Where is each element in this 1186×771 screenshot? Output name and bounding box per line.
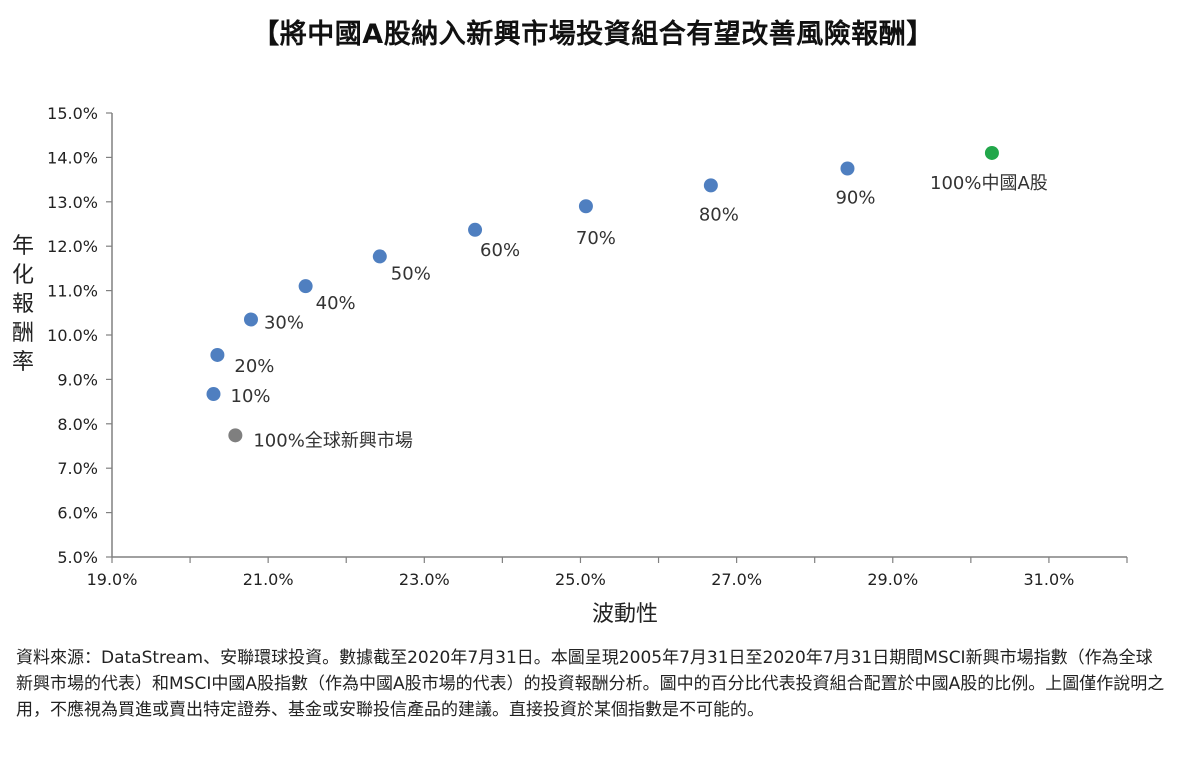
- tick-labels: 5.0% 6.0% 7.0% 8.0% 9.0% 10.0% 11.0% 12.0% 13.0%…: [47, 104, 1074, 589]
- chart-axes: [106, 112, 1128, 563]
- point-label: 100%中國A股: [930, 173, 1048, 194]
- x-tick-label: 29.0%: [867, 570, 918, 589]
- source-note: 資料來源：DataStream、安聯環球投資。數據截至2020年7月31日。本圖…: [16, 648, 1165, 720]
- point-label: 90%: [835, 188, 875, 209]
- y-tick-label: 12.0%: [47, 237, 98, 256]
- data-point: [298, 279, 313, 294]
- y-tick-label: 9.0%: [57, 370, 98, 389]
- data-point: [228, 428, 243, 443]
- scatter-chart: 5.0% 6.0% 7.0% 8.0% 9.0% 10.0% 11.0% 12.0% 13.0%…: [47, 104, 1128, 589]
- data-point: [243, 312, 258, 327]
- x-axis-label: 波動性: [591, 602, 658, 627]
- point-label: 30%: [264, 312, 304, 333]
- data-point: [840, 161, 855, 176]
- data-point: [372, 249, 387, 264]
- x-tick-label: 27.0%: [711, 570, 762, 589]
- y-tick-label: 10.0%: [47, 326, 98, 345]
- data-points: [206, 145, 999, 443]
- point-label: 100%全球新興市場: [253, 430, 412, 451]
- y-axis-label: 年化報酬率: [11, 234, 34, 375]
- y-tick-label: 5.0%: [57, 548, 98, 567]
- chart-title: 【將中國A股納入新興市場投資組合有望改善風險報酬】: [252, 19, 934, 50]
- data-point: [210, 347, 225, 362]
- point-label: 50%: [391, 263, 431, 284]
- point-label: 70%: [576, 228, 616, 249]
- y-tick-label: 14.0%: [47, 148, 98, 167]
- y-tick-label: 13.0%: [47, 193, 98, 212]
- x-tick-label: 31.0%: [1024, 570, 1075, 589]
- x-tick-label: 19.0%: [87, 570, 138, 589]
- data-point: [703, 178, 718, 193]
- y-tick-label: 8.0%: [57, 415, 98, 434]
- data-point: [984, 145, 999, 160]
- data-point: [468, 222, 483, 237]
- x-tick-label: 25.0%: [555, 570, 606, 589]
- point-labels: 100%全球新興市場 10% 20% 30% 40% 50% 60% 70% 80% 90% 100…: [231, 173, 1048, 451]
- point-label: 80%: [699, 204, 739, 225]
- point-label: 40%: [316, 293, 356, 314]
- y-tick-label: 7.0%: [57, 459, 98, 478]
- x-tick-label: 21.0%: [243, 570, 294, 589]
- y-tick-label: 15.0%: [47, 104, 98, 123]
- x-tick-label: 23.0%: [399, 570, 450, 589]
- y-tick-label: 6.0%: [57, 504, 98, 523]
- point-label: 60%: [480, 240, 520, 261]
- data-point: [206, 387, 221, 402]
- point-label: 10%: [231, 386, 271, 407]
- data-point: [578, 199, 593, 214]
- point-label: 20%: [234, 356, 274, 377]
- y-tick-label: 11.0%: [47, 282, 98, 301]
